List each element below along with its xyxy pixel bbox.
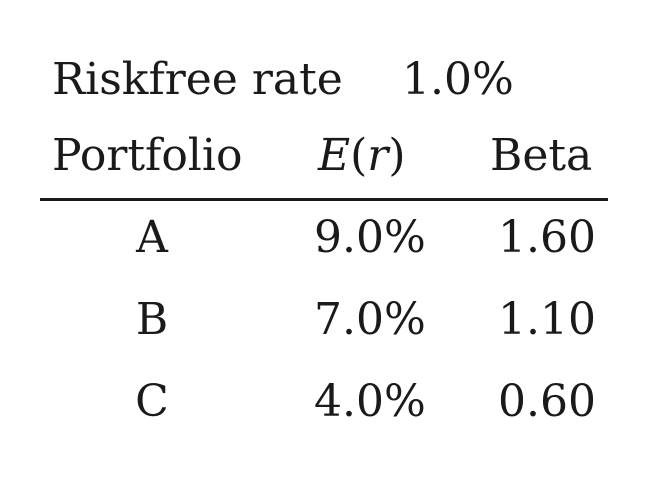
header-er-symbol: E <box>318 130 351 181</box>
row-b-portfolio: B <box>135 294 169 345</box>
row-a-expected-return: 9.0% <box>314 212 426 263</box>
header-er-open-paren: ( <box>350 130 368 181</box>
header-portfolio: Portfolio <box>52 130 243 181</box>
row-c-portfolio: C <box>135 376 169 427</box>
row-b-beta: 1.10 <box>498 294 596 345</box>
row-a-beta: 1.60 <box>498 212 596 263</box>
riskfree-rate-value: 1.0% <box>402 54 514 105</box>
header-rule <box>40 198 608 201</box>
header-expected-return: E(r) <box>318 134 406 178</box>
riskfree-rate-label: Riskfree rate <box>52 54 343 105</box>
row-a-portfolio: A <box>136 212 168 263</box>
row-c-beta: 0.60 <box>498 376 596 427</box>
header-er-arg: r <box>367 130 389 181</box>
header-beta: Beta <box>490 130 593 181</box>
row-c-expected-return: 4.0% <box>314 376 426 427</box>
header-er-close-paren: ) <box>388 130 406 181</box>
row-b-expected-return: 7.0% <box>314 294 426 345</box>
